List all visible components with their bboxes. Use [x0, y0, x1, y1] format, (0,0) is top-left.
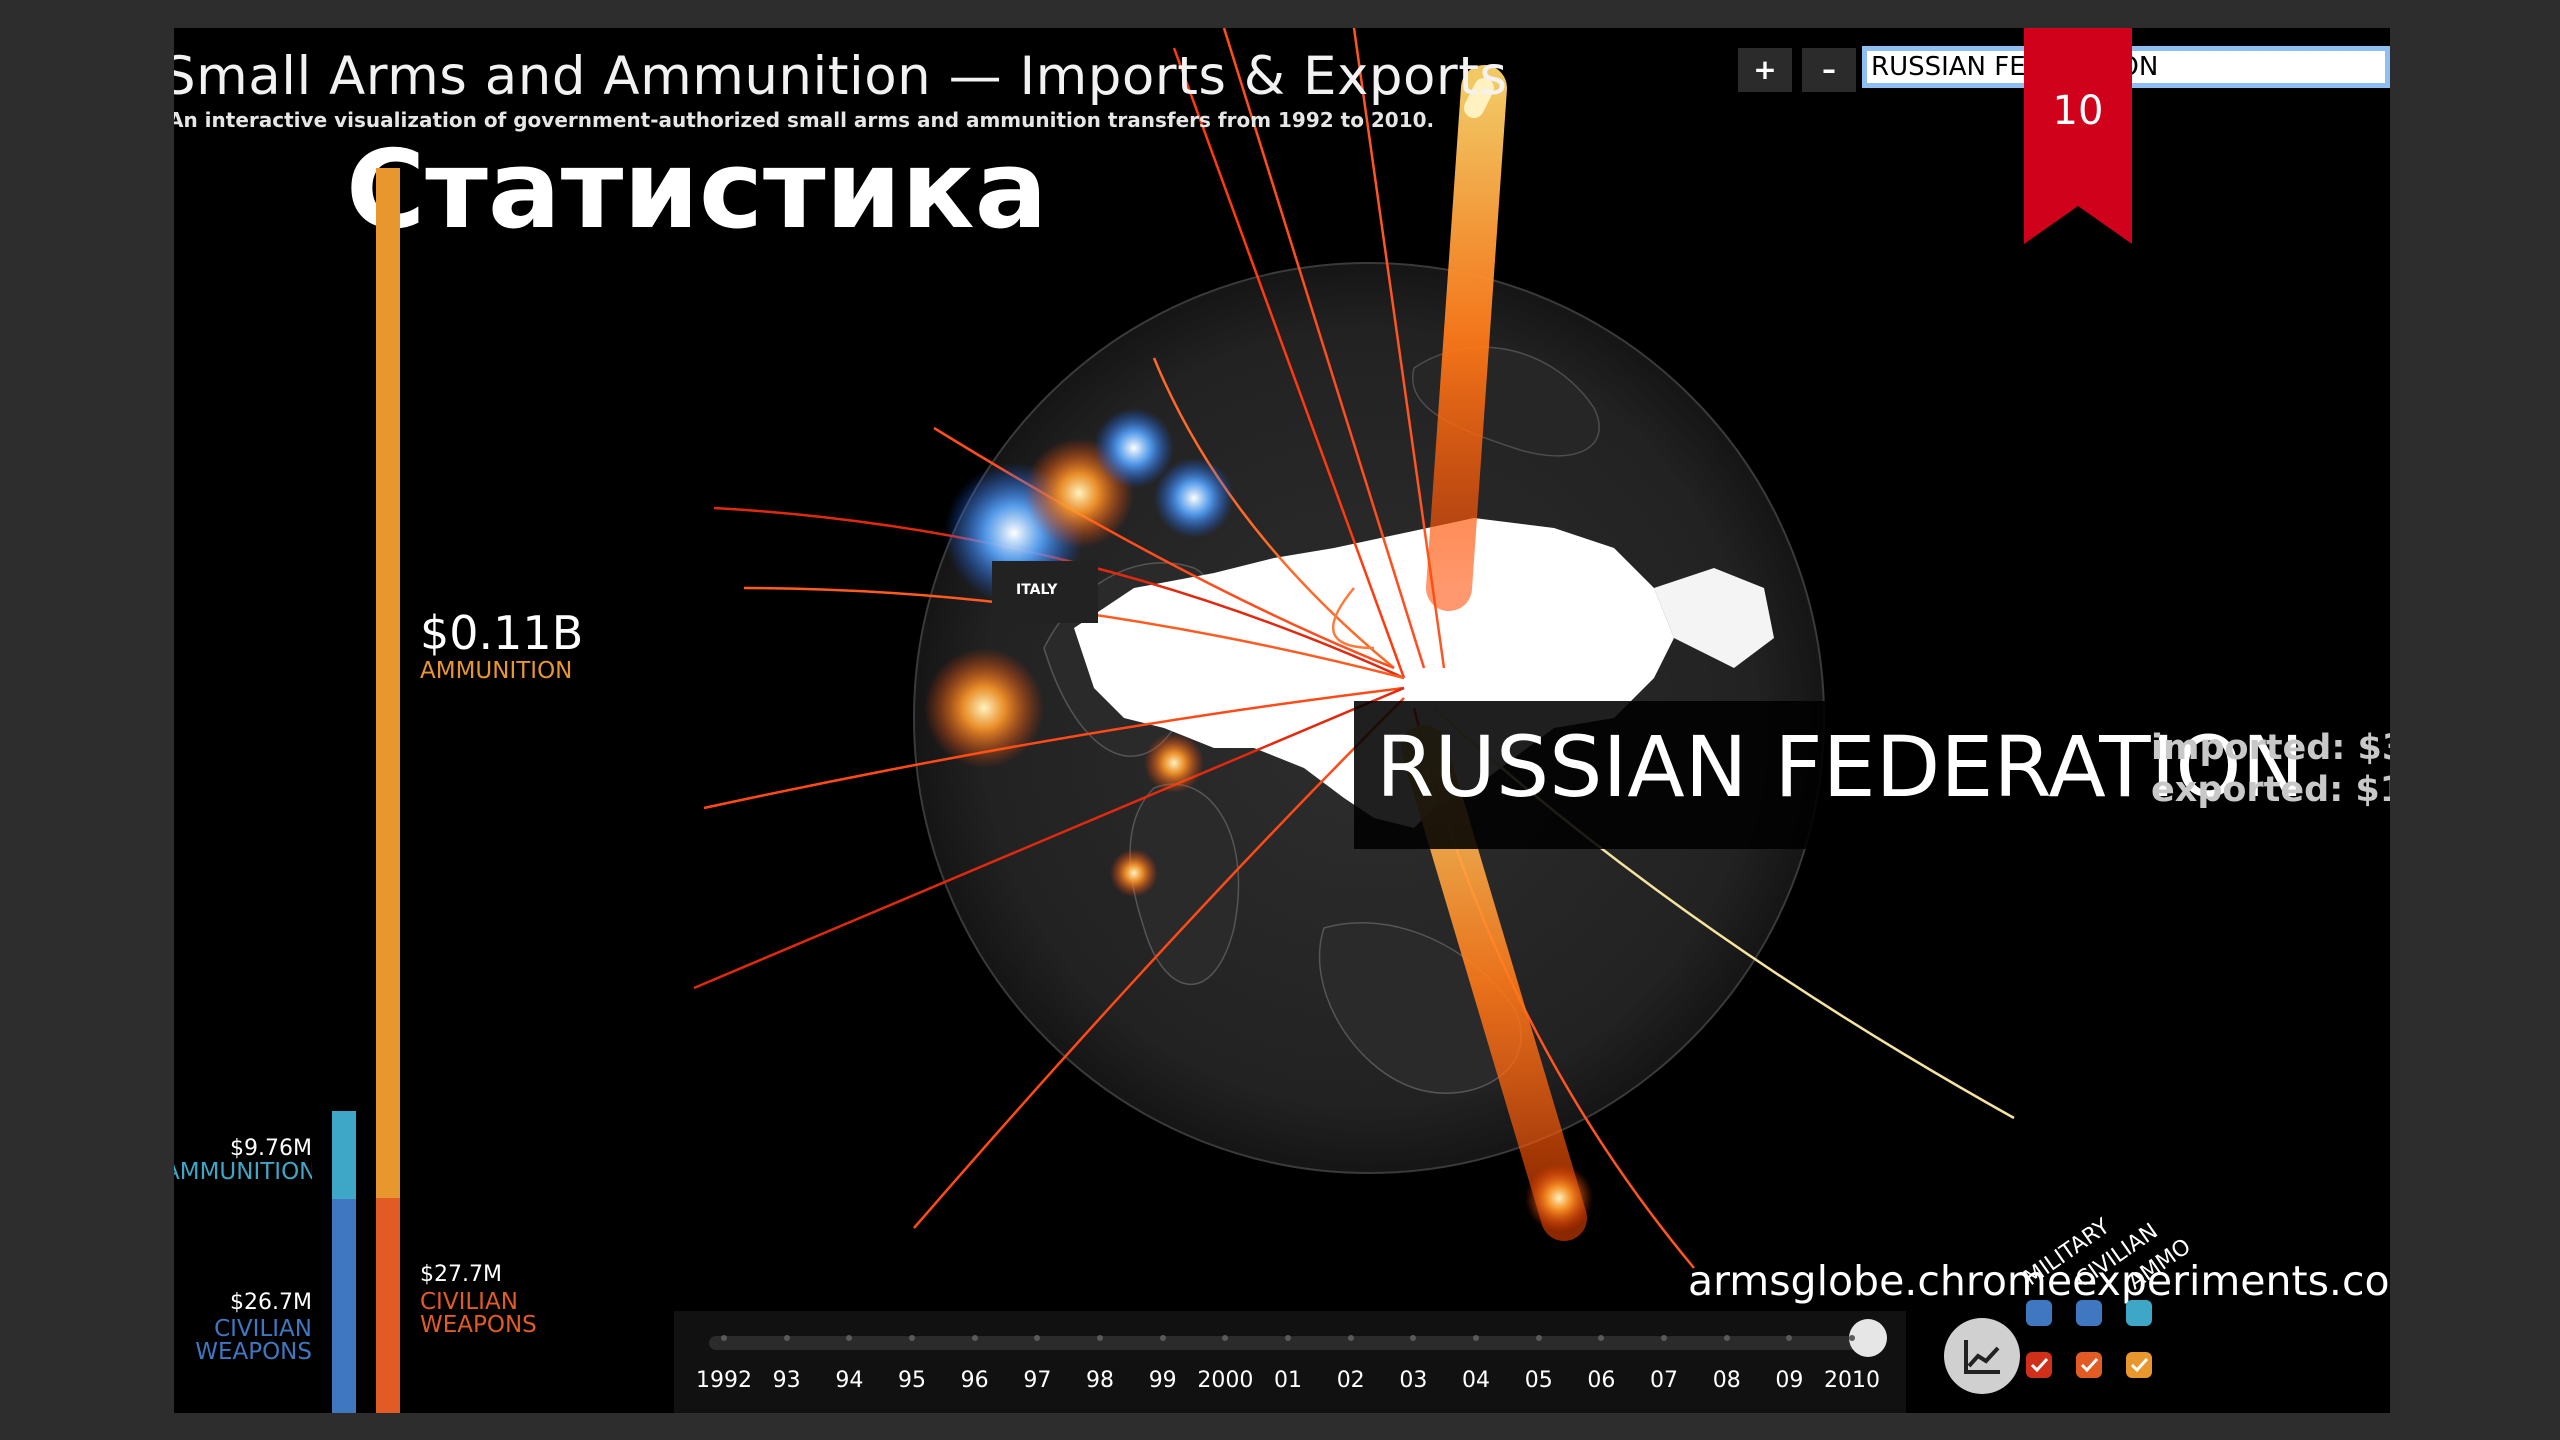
zoom-in-button[interactable]: +	[1738, 48, 1792, 92]
timeline-year-label[interactable]: 97	[1023, 1368, 1052, 1393]
selected-country-panel	[1354, 701, 2390, 849]
timeline-tick	[1285, 1335, 1292, 1341]
import-military-checkbox[interactable]	[2026, 1300, 2052, 1326]
export-total-value: $0.11B	[420, 606, 584, 660]
export-civilian-checkbox[interactable]	[2076, 1352, 2102, 1378]
export-ammo-checkbox[interactable]	[2126, 1352, 2152, 1378]
timeline-tick	[971, 1335, 978, 1341]
line-chart-icon	[1964, 1340, 2000, 1374]
timeline-year-label[interactable]: 96	[960, 1368, 989, 1393]
export-civilian-label-2: WEAPONS	[420, 1312, 537, 1338]
timeline-tick	[1598, 1335, 1605, 1341]
timeline-year-label[interactable]: 07	[1650, 1368, 1679, 1393]
import-ammunition-bar	[332, 1111, 356, 1199]
app-title: Small Arms and Ammunition — Imports & Ex…	[174, 46, 1508, 107]
timeline-year-label[interactable]: 2000	[1197, 1368, 1254, 1393]
timeline-tick	[1034, 1335, 1041, 1341]
timeline-year-label[interactable]: 09	[1775, 1368, 1804, 1393]
check-icon	[2030, 1357, 2049, 1373]
visualization-canvas: Small Arms and Ammunition — Imports & Ex…	[174, 28, 2390, 1413]
chart-toggle-button[interactable]	[1944, 1318, 2020, 1394]
import-ammo-value: $9.76M	[230, 1136, 312, 1161]
overlay-heading: Статистика	[346, 128, 1048, 253]
export-ammunition-bar	[376, 168, 400, 1198]
timeline-slider-knob[interactable]	[1849, 1319, 1887, 1357]
timeline-year-label[interactable]: 01	[1274, 1368, 1303, 1393]
app-subtitle: An interactive visualization of governme…	[174, 108, 1435, 132]
timeline-year-label[interactable]: 94	[835, 1368, 864, 1393]
slide-number-badge: 10	[2024, 28, 2132, 244]
timeline-tick	[1222, 1335, 1229, 1341]
timeline-year-label[interactable]: 06	[1587, 1368, 1616, 1393]
timeline-year-label[interactable]: 98	[1086, 1368, 1115, 1393]
timeline-year-label[interactable]: 93	[772, 1368, 801, 1393]
timeline-tick	[721, 1335, 727, 1341]
bookmark-ribbon-icon	[2024, 28, 2132, 244]
timeline-year-label[interactable]: 03	[1399, 1368, 1428, 1393]
site-url: armsglobe.chromeexperiments.com	[1688, 1257, 2390, 1305]
export-civilian-label-1: CIVILIAN	[420, 1289, 518, 1315]
import-ammo-checkbox[interactable]	[2126, 1300, 2152, 1326]
zoom-out-button[interactable]: –	[1802, 48, 1856, 92]
import-civilian-bar	[332, 1199, 356, 1413]
timeline-year-label[interactable]: 95	[898, 1368, 926, 1393]
import-ammo-label: AMMUNITION	[174, 1161, 312, 1184]
check-icon	[2130, 1357, 2149, 1373]
timeline-tick	[1410, 1335, 1417, 1341]
country-label-italy[interactable]: ITALY	[992, 561, 1098, 623]
import-weapons-label-2: WEAPONS	[195, 1339, 312, 1365]
export-total-category: AMMUNITION	[420, 658, 573, 684]
check-icon	[2080, 1357, 2099, 1373]
selected-country-name: RUSSIAN FEDERATION	[1376, 718, 2305, 816]
export-civilian-bar	[376, 1198, 400, 1413]
timeline-tick	[1723, 1335, 1730, 1341]
import-civilian-checkbox[interactable]	[2076, 1300, 2102, 1326]
timeline-year-label[interactable]: 02	[1336, 1368, 1365, 1393]
export-civilian-value: $27.7M	[420, 1262, 502, 1287]
slide-number: 10	[2052, 88, 2104, 134]
timeline-year-label[interactable]: 05	[1524, 1368, 1553, 1393]
timeline-tick	[1159, 1335, 1166, 1341]
import-weapons-label-1: CIVILIAN	[214, 1316, 312, 1342]
timeline-year-label[interactable]: 08	[1712, 1368, 1741, 1393]
import-weapons-value: $26.7M	[230, 1290, 312, 1315]
timeline-tick	[1347, 1335, 1354, 1341]
timeline-tick	[1535, 1335, 1542, 1341]
timeline-track[interactable]	[709, 1336, 1869, 1350]
timeline-year-label[interactable]: 2010	[1824, 1368, 1881, 1393]
timeline-year-label[interactable]: 1992	[696, 1368, 752, 1393]
timeline-tick	[1473, 1335, 1480, 1341]
timeline-tick	[1661, 1335, 1668, 1341]
timeline-tick	[1849, 1335, 1856, 1341]
timeline-tick	[1097, 1335, 1104, 1341]
timeline-tick	[1786, 1335, 1793, 1341]
timeline-tick	[783, 1335, 790, 1341]
export-military-checkbox[interactable]	[2026, 1352, 2052, 1378]
imported-amount: imported: $3	[2151, 728, 2390, 768]
timeline-tick	[846, 1335, 853, 1341]
exported-amount: exported: $1	[2151, 770, 2390, 810]
timeline-year-label[interactable]: 99	[1148, 1368, 1177, 1393]
timeline-year-label[interactable]: 04	[1462, 1368, 1491, 1393]
year-timeline[interactable]	[674, 1311, 1906, 1413]
timeline-tick	[909, 1335, 915, 1341]
